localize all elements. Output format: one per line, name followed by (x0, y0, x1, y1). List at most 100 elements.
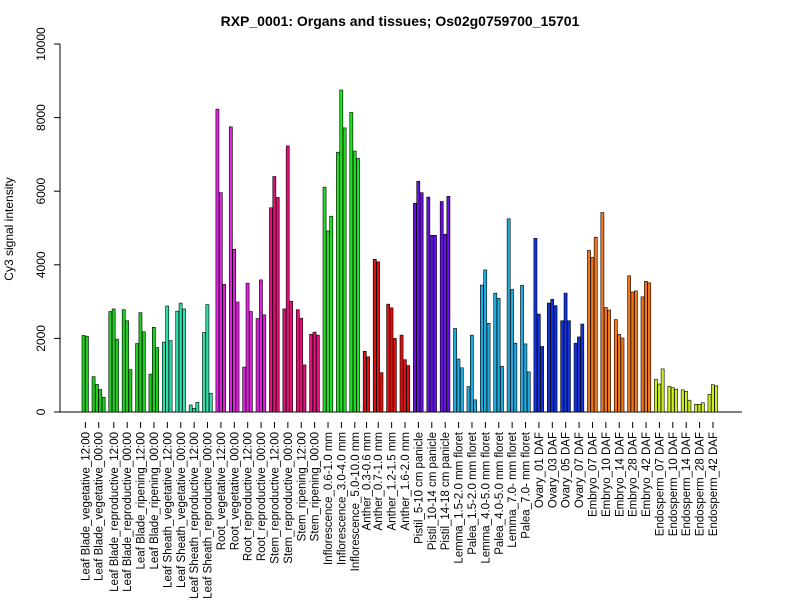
x-category-label: Inflorescence_5.0-10.0 mm (350, 432, 362, 571)
x-category-label: Endosperm_14 DAF (681, 432, 693, 536)
x-category-label: Embryo_42 DAF (641, 432, 653, 517)
bar (647, 282, 652, 413)
bar (272, 176, 277, 413)
x-category-label: Anther_0.3-0.6 mm (362, 432, 374, 530)
bar (456, 358, 461, 413)
bar (510, 289, 514, 413)
bar (480, 284, 484, 413)
bar (342, 127, 347, 413)
x-category-label: Leaf Sheath_reproductive_00:00 (203, 432, 215, 599)
bar (175, 310, 180, 413)
bar (389, 307, 394, 413)
bar (242, 366, 247, 413)
bar (496, 297, 501, 413)
x-category-label: Endosperm_28 DAF (695, 432, 707, 536)
x-category-label: Pistil_14-18 cm panicle (440, 432, 452, 550)
bar (433, 235, 437, 413)
x-category-label: Endosperm_42 DAF (708, 432, 720, 536)
bar (215, 108, 220, 413)
x-category-label: Embryo_07 DAF (587, 432, 599, 517)
x-category-label: Pistil_5-10 cm panicle (413, 432, 425, 544)
x-category-label: Leaf Blade_ripening_12:00 (136, 432, 148, 569)
chart-title: RXP_0001: Organs and tissues; Os02g07597… (221, 13, 580, 29)
bar (98, 389, 103, 413)
bar (255, 318, 260, 413)
bar (192, 408, 196, 413)
x-category-label: Leaf Blade_ripening_00:00 (149, 432, 161, 569)
x-category-label: Anther_1.2-1.5 mm (387, 432, 399, 530)
bar (108, 311, 113, 413)
bar (550, 299, 555, 413)
bar (128, 369, 133, 413)
bar (493, 292, 498, 413)
bar (218, 192, 223, 413)
bar (282, 308, 287, 413)
bar (302, 364, 307, 413)
x-axis (60, 411, 742, 428)
bar (372, 258, 377, 413)
y-axis: 0 2000 4000 6000 8000 10000 (34, 27, 61, 415)
bar (182, 308, 186, 413)
x-category-label: Lemma_7.0- mm floret (507, 431, 519, 547)
bar (85, 335, 89, 413)
x-category-label: Ovary_05 DAF (561, 432, 573, 508)
bar (667, 385, 672, 413)
bar (536, 313, 541, 413)
y-axis-label: Cy3 signal intensity (2, 177, 16, 280)
bar (711, 384, 715, 413)
x-category-label: Leaf Blade_vegetative_00:00 (94, 432, 106, 581)
bar (506, 218, 511, 413)
bar (269, 207, 273, 413)
bar (694, 403, 698, 413)
bar (630, 291, 635, 413)
bar (513, 342, 518, 413)
x-category-label: Embryo_14 DAF (614, 432, 626, 517)
x-category-label: Endosperm_07 DAF (654, 432, 666, 536)
x-category-label: Ovary_03 DAF (547, 432, 559, 508)
bar (259, 279, 263, 413)
bar (443, 233, 447, 413)
x-category-label: Anther_1.6-2.0 mm (400, 432, 412, 530)
bar (376, 261, 380, 413)
bar (349, 112, 354, 413)
bar (316, 334, 320, 413)
x-category-label: Root_reproductive_00:00 (256, 432, 268, 561)
bar (362, 350, 367, 413)
bar (700, 402, 705, 413)
bar (546, 302, 551, 413)
bar (459, 367, 464, 413)
bar (617, 334, 621, 413)
bar (162, 341, 166, 413)
y-tick-label: 10000 (34, 27, 48, 61)
bar (135, 343, 139, 413)
bar (660, 368, 665, 413)
bars (81, 89, 719, 413)
bar (600, 212, 605, 413)
x-category-label: Root_vegetative_12:00 (216, 432, 228, 550)
x-category-label: Embryo_10 DAF (601, 432, 613, 517)
bar (603, 307, 608, 413)
bar (235, 301, 240, 413)
bar (466, 386, 471, 413)
bar (379, 372, 384, 413)
bar (121, 309, 126, 413)
bar (403, 359, 407, 413)
bar (587, 250, 591, 413)
bar (249, 311, 253, 413)
bar (697, 403, 702, 413)
x-category-label: Inflorescence_0.6-1.0 mm (323, 432, 335, 565)
bar (285, 145, 290, 413)
bar (627, 275, 631, 413)
bar (309, 334, 313, 413)
bar (91, 376, 96, 413)
bar (577, 336, 581, 413)
y-tick-label: 6000 (34, 178, 48, 205)
bar (453, 328, 457, 413)
bar (523, 343, 528, 413)
bar (322, 186, 327, 413)
x-category-label: Ovary_07 DAF (574, 432, 586, 508)
bar (684, 391, 688, 413)
bar (657, 383, 662, 413)
bar (339, 89, 344, 413)
bar (202, 332, 206, 413)
